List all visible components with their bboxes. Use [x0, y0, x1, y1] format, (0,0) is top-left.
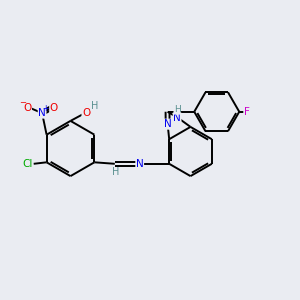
Text: O: O [82, 107, 90, 118]
Text: N: N [173, 113, 181, 123]
Text: +: + [43, 103, 49, 112]
Text: H: H [91, 101, 98, 111]
Text: Cl: Cl [22, 159, 32, 169]
Text: N: N [136, 159, 144, 169]
Text: O: O [23, 103, 32, 113]
Text: H: H [174, 105, 180, 114]
Text: −: − [20, 98, 26, 107]
Text: N: N [38, 108, 46, 118]
Text: N: N [164, 119, 172, 129]
Text: O: O [50, 103, 58, 113]
Text: F: F [244, 107, 250, 117]
Text: H: H [112, 167, 119, 177]
